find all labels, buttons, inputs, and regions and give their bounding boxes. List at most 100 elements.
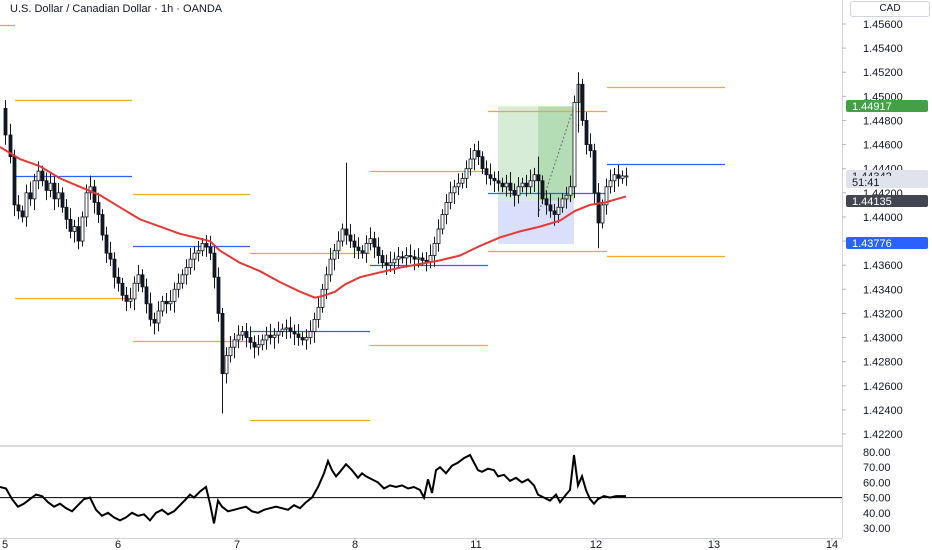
price-tick-label: 1.44600 — [863, 140, 903, 152]
candle-body-129 — [516, 186, 521, 196]
candle-body-18 — [72, 226, 77, 232]
candle-body-69 — [276, 331, 281, 336]
price-badge-dark — [846, 195, 928, 207]
candle-body-103 — [412, 256, 417, 260]
price-badge-green — [846, 100, 928, 112]
candle-body-27 — [108, 252, 113, 260]
candle-body-153 — [612, 174, 617, 182]
price-badge-label: 1.44917 — [852, 101, 892, 113]
candle-body-46 — [184, 267, 189, 276]
candle-body-78 — [312, 319, 317, 332]
currency-button[interactable]: CAD — [850, 1, 930, 17]
candle-body-131 — [524, 182, 529, 188]
candle-body-21 — [84, 192, 89, 218]
time-axis[interactable]: 5 6 7 8 11 12 13 14 — [2, 538, 838, 550]
price-tick-label: 1.45400 — [863, 43, 903, 55]
candle-body-135 — [540, 180, 545, 200]
candle-body-100 — [400, 256, 405, 259]
candle-body-35 — [140, 274, 145, 288]
ema-line — [0, 146, 627, 299]
candle-body-60 — [240, 331, 245, 336]
symbol-title[interactable]: U.S. Dollar / Canadian Dollar · 1h · OAN… — [10, 3, 223, 15]
candle-body-65 — [260, 339, 265, 346]
candle-body-133 — [532, 174, 537, 182]
candle-body-124 — [496, 180, 501, 184]
candle-body-118 — [472, 150, 477, 160]
time-tick-label: 5 — [2, 539, 8, 550]
candle-body-94 — [376, 246, 381, 256]
price-tick-label: 1.43200 — [863, 308, 903, 320]
candle-body-52 — [208, 246, 213, 254]
price-tick-label: 1.44000 — [863, 212, 903, 224]
candle-body-75 — [300, 337, 305, 341]
candle-body-24 — [96, 202, 101, 215]
candle-body-105 — [420, 257, 425, 261]
price-tick-label: 1.43600 — [863, 260, 903, 272]
candle-body-29 — [116, 276, 121, 284]
candle-body-61 — [244, 331, 249, 338]
candle-body-97 — [388, 262, 393, 266]
loss-zone[interactable] — [498, 200, 574, 244]
candle-body-64 — [256, 344, 261, 348]
candle-body-2 — [8, 134, 13, 158]
rsi-tick-label: 50.00 — [863, 493, 891, 505]
candle-body-143 — [572, 101, 577, 188]
candle-body-49 — [196, 250, 201, 254]
candle-body-137 — [548, 204, 553, 212]
candle-body-125 — [500, 182, 505, 188]
position-zones[interactable] — [498, 106, 575, 244]
candle-body-122 — [488, 174, 493, 179]
candle-body-47 — [188, 258, 193, 268]
candle-body-36 — [144, 286, 149, 305]
candle-body-8 — [32, 180, 37, 200]
candle-body-145 — [580, 83, 585, 121]
time-tick-label: 8 — [352, 539, 358, 550]
candle-body-140 — [560, 198, 565, 208]
candle-body-123 — [492, 177, 497, 182]
candle-body-130 — [520, 182, 525, 188]
time-tick-label: 13 — [708, 539, 720, 550]
candle-body-62 — [248, 337, 253, 343]
rsi-tick-label: 70.00 — [863, 462, 891, 474]
candle-body-11 — [44, 180, 49, 191]
candle-body-88 — [352, 240, 357, 248]
candle-body-58 — [232, 339, 237, 348]
candle-body-99 — [396, 256, 401, 260]
price-badge-label: 1.44135 — [852, 196, 892, 208]
candle-body-34 — [136, 274, 141, 284]
candle-body-132 — [528, 180, 533, 188]
candlesticks — [3, 72, 629, 414]
candle-body-154 — [616, 174, 621, 179]
candle-body-98 — [392, 258, 397, 264]
time-tick-label: 11 — [470, 539, 481, 550]
candle-body-92 — [368, 238, 373, 244]
candle-body-59 — [236, 334, 241, 341]
rsi-tick-label: 30.00 — [863, 523, 891, 535]
candle-body-19 — [76, 226, 81, 242]
price-tick-label: 1.44800 — [863, 115, 903, 127]
candle-body-56 — [224, 355, 229, 375]
candle-body-93 — [372, 238, 377, 248]
candle-body-116 — [464, 168, 469, 179]
candle-body-106 — [424, 259, 429, 262]
candle-body-63 — [252, 341, 257, 348]
candle-body-7 — [28, 192, 33, 200]
price-tick-label: 1.42200 — [863, 429, 903, 441]
price-badge-label: 51:41 — [852, 177, 880, 189]
candle-body-38 — [152, 319, 157, 324]
candle-body-110 — [440, 214, 445, 230]
candle-body-113 — [452, 186, 457, 194]
candle-body-57 — [228, 346, 233, 357]
price-tick-label: 1.43400 — [863, 284, 903, 296]
candle-body-147 — [588, 144, 593, 152]
rsi-tick-label: 60.00 — [863, 477, 891, 489]
candle-body-114 — [456, 182, 461, 188]
currency-label: CAD — [879, 3, 901, 14]
candle-body-89 — [356, 246, 361, 252]
candle-body-111 — [444, 202, 449, 215]
candle-body-83 — [332, 250, 337, 260]
candle-body-67 — [268, 334, 273, 338]
time-tick-label: 12 — [590, 539, 602, 550]
